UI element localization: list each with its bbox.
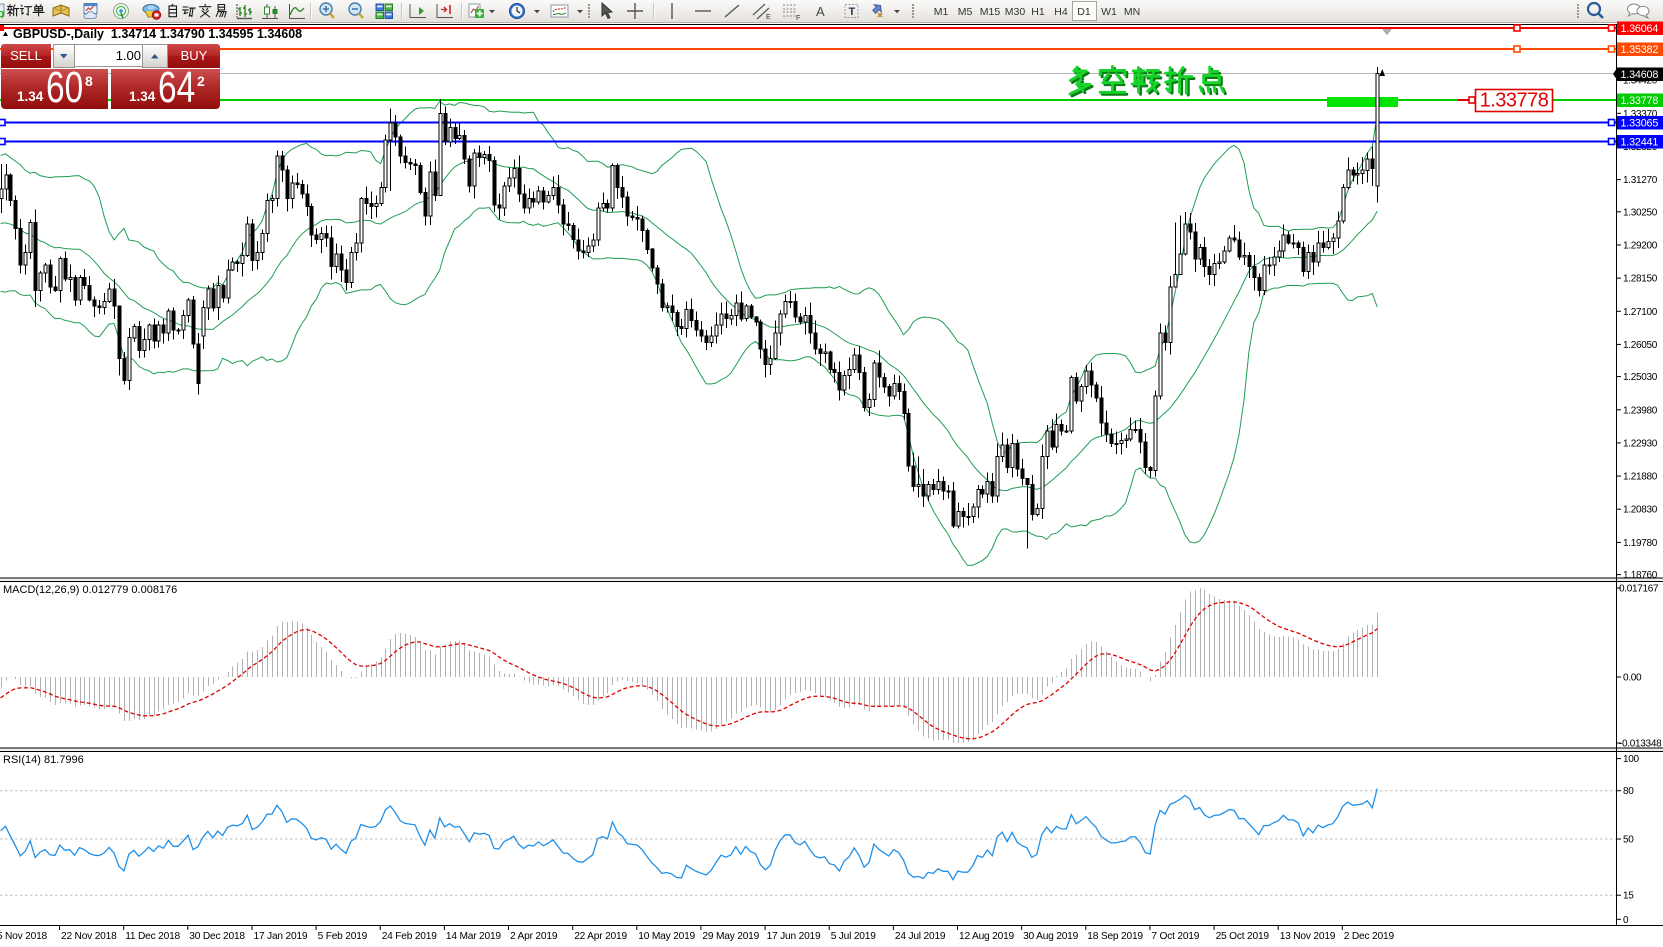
svg-text:RSI(14) 81.7996: RSI(14) 81.7996: [3, 754, 84, 766]
svg-text:1.36064: 1.36064: [1621, 23, 1659, 35]
svg-text:H4: H4: [1054, 6, 1068, 18]
svg-text:1.25030: 1.25030: [1623, 372, 1658, 383]
svg-text:1.27100: 1.27100: [1623, 307, 1658, 318]
svg-text:T: T: [849, 6, 856, 18]
svg-text:0: 0: [1623, 915, 1629, 926]
svg-text:1.30250: 1.30250: [1623, 207, 1658, 218]
svg-text:17 Jan 2019: 17 Jan 2019: [254, 931, 308, 942]
svg-text:10 May 2019: 10 May 2019: [638, 931, 695, 942]
svg-text:W1: W1: [1101, 6, 1117, 18]
svg-text:1.20830: 1.20830: [1623, 505, 1658, 516]
svg-text:MN: MN: [1124, 6, 1140, 18]
svg-text:2 Apr 2019: 2 Apr 2019: [510, 931, 558, 942]
svg-text:30 Dec 2018: 30 Dec 2018: [189, 931, 245, 942]
svg-text:15: 15: [1623, 891, 1634, 902]
svg-text:1.32441: 1.32441: [1621, 137, 1659, 149]
svg-text:24 Feb 2019: 24 Feb 2019: [382, 931, 438, 942]
svg-text:18 Sep 2019: 18 Sep 2019: [1087, 931, 1143, 942]
svg-text:1.23980: 1.23980: [1623, 405, 1658, 416]
svg-text:22 Apr 2019: 22 Apr 2019: [574, 931, 627, 942]
svg-text:24 Jul 2019: 24 Jul 2019: [895, 931, 946, 942]
svg-text:50: 50: [1623, 835, 1634, 846]
svg-text:1.31270: 1.31270: [1623, 175, 1658, 186]
svg-text:1.28150: 1.28150: [1623, 274, 1658, 285]
svg-text:A: A: [816, 4, 825, 19]
svg-text:H1: H1: [1031, 6, 1045, 18]
svg-text:D1: D1: [1077, 6, 1091, 18]
svg-text:25 Oct 2019: 25 Oct 2019: [1216, 931, 1270, 942]
svg-text:0.017167: 0.017167: [1619, 584, 1659, 595]
svg-text:29 May 2019: 29 May 2019: [702, 931, 759, 942]
svg-text:1.19780: 1.19780: [1623, 538, 1658, 549]
svg-text:1.21880: 1.21880: [1623, 472, 1658, 483]
svg-text:1.33065: 1.33065: [1621, 118, 1659, 130]
svg-text:1.33370: 1.33370: [1623, 109, 1658, 120]
svg-text:M5: M5: [958, 6, 973, 18]
svg-text:M30: M30: [1005, 6, 1026, 18]
svg-text:1.34420: 1.34420: [1623, 76, 1658, 87]
svg-text:1.33778: 1.33778: [1480, 90, 1549, 112]
svg-text:MACD(12,26,9) 0.012779 0.00817: MACD(12,26,9) 0.012779 0.008176: [3, 584, 177, 596]
svg-text:7 Oct 2019: 7 Oct 2019: [1151, 931, 1199, 942]
svg-text:-0.013348: -0.013348: [1619, 739, 1662, 750]
svg-text:1.34608: 1.34608: [1621, 69, 1659, 81]
svg-text:14 Mar 2019: 14 Mar 2019: [446, 931, 502, 942]
svg-text:M15: M15: [980, 6, 1001, 18]
svg-text:17 Jun 2019: 17 Jun 2019: [767, 931, 821, 942]
svg-text:M1: M1: [934, 6, 949, 18]
svg-text:GBPUSD-,Daily 1.34714 1.34790: GBPUSD-,Daily 1.34714 1.34790 1.34595 1.…: [13, 27, 302, 41]
svg-text:E: E: [766, 14, 771, 21]
svg-text:5 Jul 2019: 5 Jul 2019: [831, 931, 877, 942]
svg-text:1.18760: 1.18760: [1623, 570, 1658, 581]
svg-text:5 Feb 2019: 5 Feb 2019: [318, 931, 368, 942]
svg-text:13 Nov 2019: 13 Nov 2019: [1280, 931, 1336, 942]
svg-text:30 Aug 2019: 30 Aug 2019: [1023, 931, 1079, 942]
svg-text:2 Dec 2019: 2 Dec 2019: [1344, 931, 1395, 942]
svg-text:22 Nov 2018: 22 Nov 2018: [61, 931, 117, 942]
svg-text:1.35382: 1.35382: [1621, 44, 1659, 56]
svg-text:0.00: 0.00: [1623, 673, 1642, 684]
svg-text:80: 80: [1623, 786, 1634, 797]
svg-text:5 Nov 2018: 5 Nov 2018: [0, 931, 48, 942]
svg-text:F: F: [796, 15, 800, 22]
svg-text:12 Aug 2019: 12 Aug 2019: [959, 931, 1015, 942]
svg-text:11 Dec 2018: 11 Dec 2018: [125, 931, 180, 942]
svg-text:1.33778: 1.33778: [1621, 95, 1659, 107]
svg-text:1.26050: 1.26050: [1623, 340, 1658, 351]
svg-text:1.22930: 1.22930: [1623, 438, 1658, 449]
svg-text:1.29200: 1.29200: [1623, 241, 1658, 252]
svg-text:100: 100: [1623, 754, 1640, 765]
